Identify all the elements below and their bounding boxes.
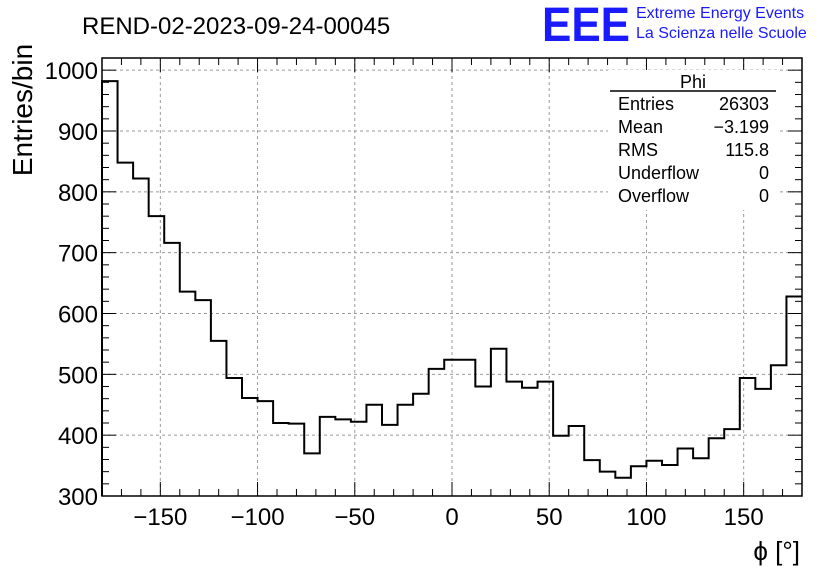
x-tick-label: 0 [445, 504, 458, 531]
x-tick-label: −150 [133, 504, 187, 531]
axis-ticks [101, 57, 803, 497]
eee-logo-line1: Extreme Energy Events [636, 5, 804, 22]
x-tick-label: −100 [231, 504, 285, 531]
stats-row-value: 0 [759, 186, 769, 206]
eee-logo-line2: La Scienza nelle Scuole [636, 25, 807, 42]
stats-row-value: −3.199 [713, 117, 769, 137]
stats-box: Phi Entries 26303 Mean −3.199 RMS 115.8 Underf… [608, 70, 778, 210]
stats-box-background [608, 70, 778, 210]
y-axis-label: Entries/bin [7, 44, 38, 176]
y-tick-label: 700 [58, 241, 98, 268]
eee-logo-mark: EEE [542, 0, 630, 52]
stats-row-label: Mean [618, 117, 663, 137]
x-tick-label: 150 [724, 504, 764, 531]
y-tick-label: 800 [58, 180, 98, 207]
stats-box-title: Phi [680, 72, 706, 92]
stats-row-label: Overflow [618, 186, 690, 206]
eee-logo: EEE Extreme Energy Events La Scienza nel… [542, 0, 807, 52]
stats-row-label: Entries [618, 94, 674, 114]
histogram-outline [101, 80, 802, 496]
x-tick-label: 100 [626, 504, 666, 531]
stats-row-label: Underflow [618, 163, 700, 183]
stats-row-label: RMS [618, 140, 658, 160]
stats-row-value: 26303 [719, 94, 769, 114]
stats-row-value: 115.8 [725, 140, 769, 160]
y-tick-label: 300 [58, 484, 98, 511]
tick-labels: −150 −100 −50 0 50 100 150 300 400 500 600 700 800 90… [45, 58, 764, 531]
y-tick-label: 500 [58, 362, 98, 389]
stats-row-value: 0 [759, 163, 769, 183]
stats-box-rows: Entries 26303 Mean −3.199 RMS 115.8 Underflow 0… [618, 94, 769, 206]
y-tick-label: 1000 [45, 58, 98, 85]
x-tick-label: 50 [536, 504, 563, 531]
y-tick-label: 900 [58, 119, 98, 146]
y-tick-label: 600 [58, 302, 98, 329]
x-tick-label: −50 [334, 504, 375, 531]
histogram-series [101, 80, 802, 496]
y-tick-label: 400 [58, 423, 98, 450]
x-axis-label: ϕ [°] [753, 536, 800, 566]
chart-title: REND-02-2023-09-24-00045 [82, 13, 390, 40]
